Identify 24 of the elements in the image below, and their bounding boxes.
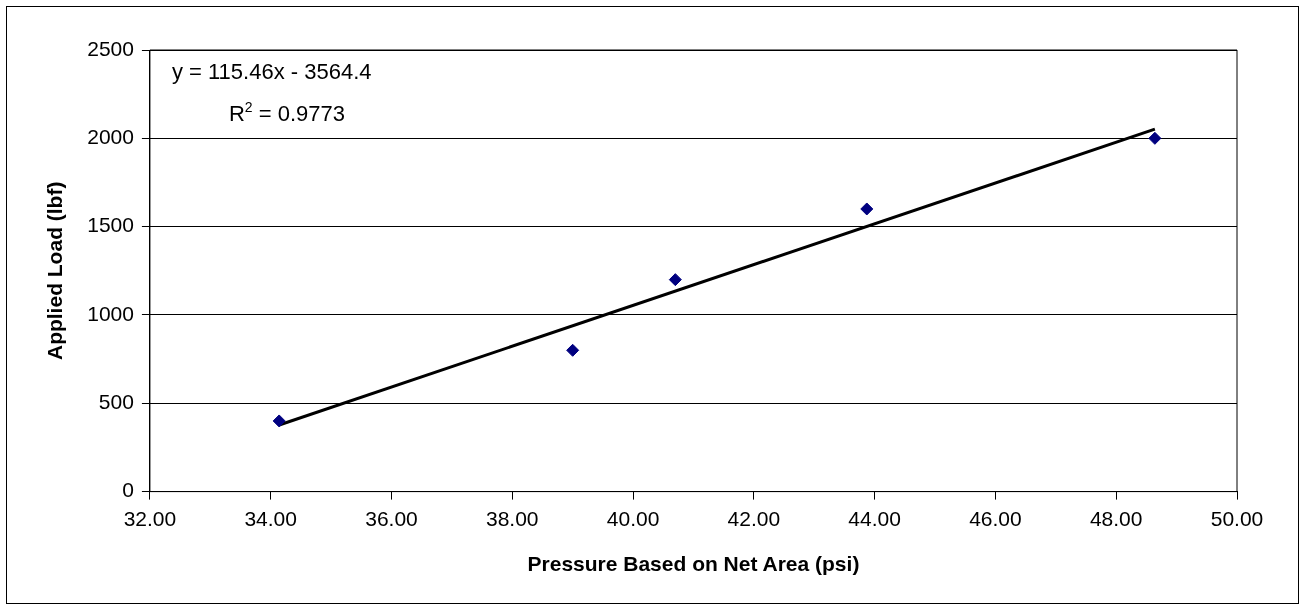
point xyxy=(860,202,874,216)
x-tick-label: 46.00 xyxy=(969,507,1022,530)
point xyxy=(566,343,580,357)
point xyxy=(272,414,286,428)
x-tick-label: 48.00 xyxy=(1089,507,1143,530)
x-tick-label: 40.00 xyxy=(606,507,660,530)
y-tick-label: 2000 xyxy=(87,125,134,149)
x-tick-label: 44.00 xyxy=(848,507,901,530)
point xyxy=(1148,131,1162,145)
annotation: y = 115.46x - 3564.4 xyxy=(171,59,372,84)
y-tick-label: 1500 xyxy=(87,213,134,237)
point xyxy=(668,273,682,287)
y-tick-label: 500 xyxy=(98,390,134,414)
y-tick-label: 2500 xyxy=(87,36,134,60)
x-axis-title: Pressure Based on Net Area (psi) xyxy=(527,552,860,576)
x-tick-label: 42.00 xyxy=(727,507,781,530)
y-tick-label: 0 xyxy=(122,478,134,502)
x-tick-label: 32.00 xyxy=(123,507,177,530)
y-tick-label: 1000 xyxy=(87,301,134,325)
x-tick-label: 50.00 xyxy=(1210,507,1264,530)
x-tick-label: 38.00 xyxy=(486,507,539,530)
y-axis-title: Applied Load (lbf) xyxy=(43,181,67,361)
x-tick-label: 34.00 xyxy=(244,507,297,530)
x-tick-label: 36.00 xyxy=(365,507,418,530)
